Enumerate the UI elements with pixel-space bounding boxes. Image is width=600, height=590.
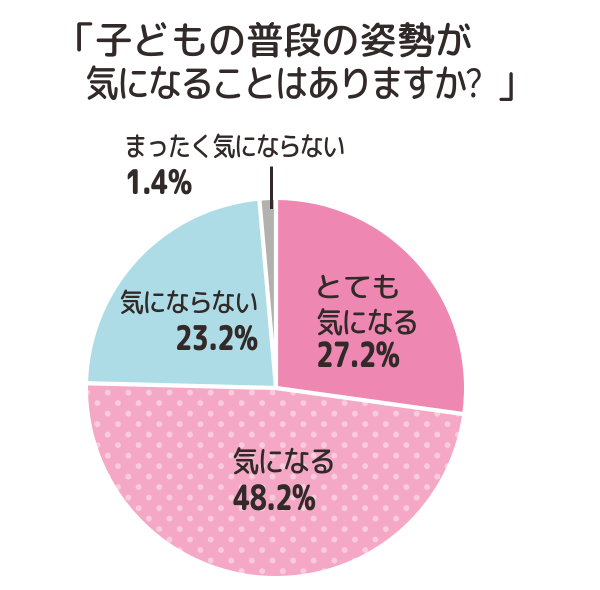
slice-label-mattaku-ki-ni-naranai: まったく気にならない xyxy=(124,127,345,165)
slice-separator xyxy=(87,381,277,391)
slice-label-ki-ni-naru: 気になる xyxy=(232,440,336,482)
slice-label-totemo-ki-ni-naru-line-1: とても xyxy=(314,267,401,307)
slice-value-ki-ni-naranai: 23.2% xyxy=(174,313,257,361)
pie-slice-3[interactable] xyxy=(88,200,276,388)
slice-value-mattaku-ki-ni-naranai: 1.4% xyxy=(125,157,192,205)
slice-separator xyxy=(257,199,279,389)
chart-title-line-1: 「子どもの普段の姿勢が xyxy=(57,14,473,67)
pie-slice-1[interactable] xyxy=(276,200,464,414)
slice-label-totemo-ki-ni-naru-line-2: 気になる xyxy=(316,301,419,343)
chart-title-line-2: 気になることはありますか？」 xyxy=(85,57,530,110)
slice-value-ki-ni-naru: 48.2% xyxy=(233,473,316,522)
slice-label-ki-ni-naranai: 気にならない xyxy=(119,283,258,321)
slice-separator xyxy=(275,385,464,417)
slice-value-totemo-ki-ni-naru: 27.2% xyxy=(316,331,400,379)
pie-slice-2[interactable] xyxy=(87,383,463,576)
